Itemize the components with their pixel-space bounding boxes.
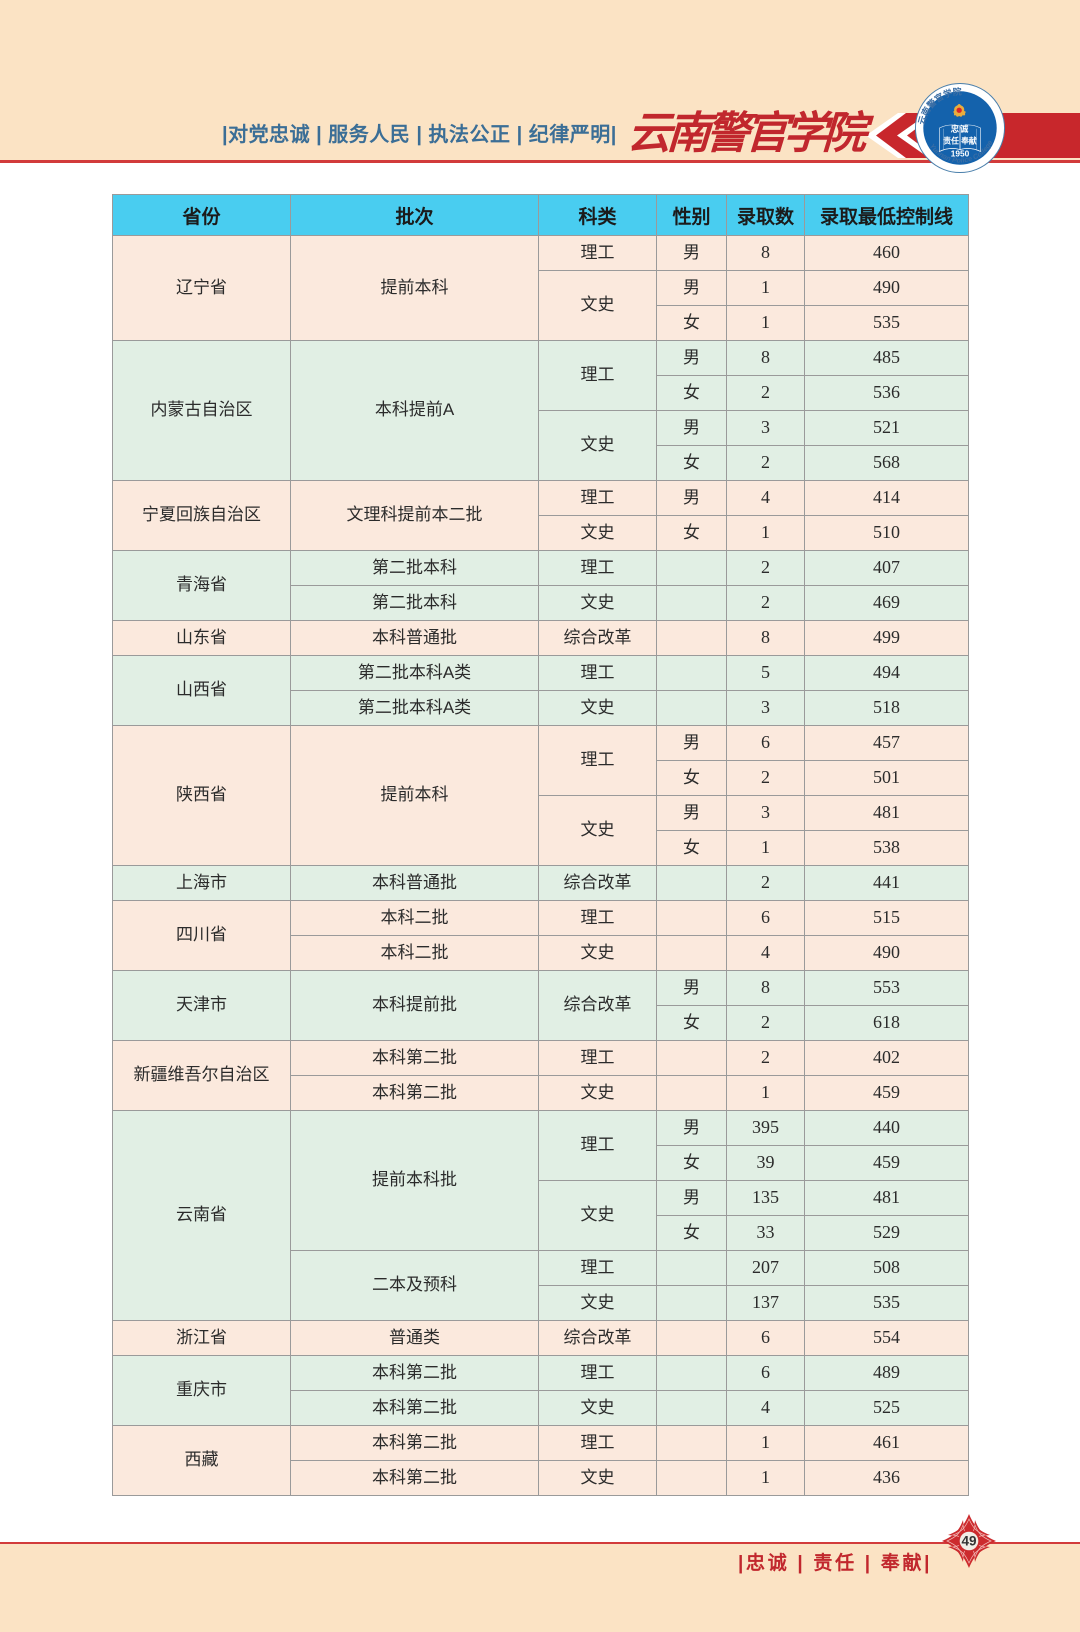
svg-text:1950: 1950 — [951, 148, 970, 158]
svg-text:忠诚: 忠诚 — [951, 124, 970, 134]
svg-text:49: 49 — [961, 1534, 976, 1549]
svg-text:责任 奉献: 责任 奉献 — [943, 136, 977, 146]
